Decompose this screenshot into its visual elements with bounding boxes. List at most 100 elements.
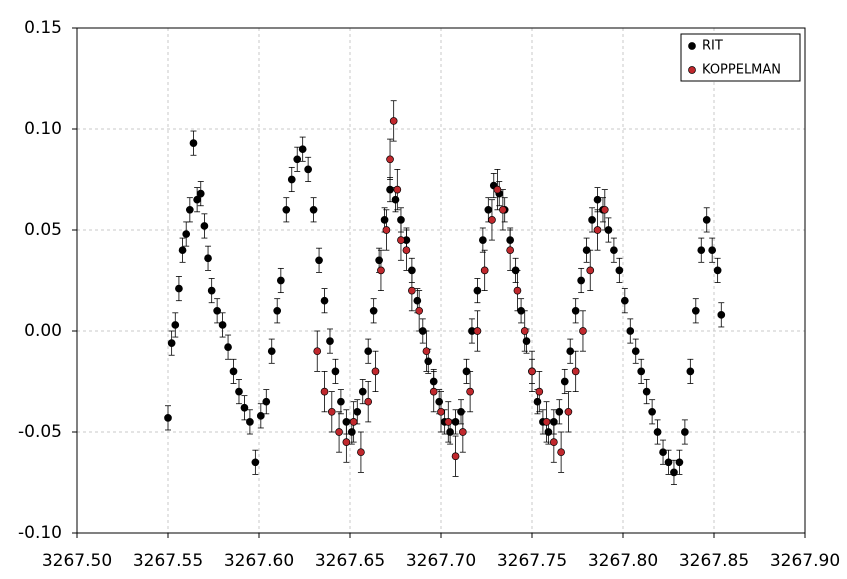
data-point <box>681 428 689 436</box>
data-point <box>364 347 373 356</box>
data-point <box>342 438 351 446</box>
data-point <box>256 411 265 420</box>
data-point <box>304 165 312 174</box>
data-point <box>631 347 640 356</box>
data-point <box>196 189 205 198</box>
data-point <box>528 367 536 376</box>
data-point <box>320 387 329 396</box>
data-point <box>522 337 531 345</box>
data-point <box>382 226 391 234</box>
data-point <box>315 256 323 265</box>
data-point <box>451 452 460 461</box>
data-point <box>422 347 431 356</box>
data-point <box>544 428 553 436</box>
data-point <box>326 337 334 345</box>
data-point <box>313 347 322 356</box>
data-point <box>520 327 529 335</box>
data-point <box>229 367 238 376</box>
data-point <box>717 310 726 319</box>
data-point <box>670 468 678 477</box>
data-point <box>298 145 307 154</box>
data-point <box>479 236 487 244</box>
data-point <box>182 230 191 238</box>
data-point <box>675 458 684 467</box>
data-point <box>246 418 254 426</box>
legend: RIT KOPPELMAN <box>680 33 801 82</box>
data-point <box>408 286 416 295</box>
x-tick-label: 3267.85 <box>679 551 749 571</box>
data-point <box>473 286 482 295</box>
data-point <box>444 418 453 426</box>
data-point <box>571 367 580 376</box>
data-point <box>337 397 345 406</box>
data-point <box>331 367 340 376</box>
data-point <box>240 403 249 412</box>
data-point <box>493 185 502 194</box>
data-point <box>555 407 564 416</box>
data-point <box>653 428 662 436</box>
data-point <box>273 306 282 315</box>
data-point <box>564 407 573 416</box>
data-point <box>364 397 373 406</box>
data-point <box>213 306 221 315</box>
data-point <box>377 266 385 275</box>
data-point <box>235 387 243 396</box>
data-point <box>386 155 394 164</box>
data-point <box>402 246 411 255</box>
data-point <box>335 428 343 436</box>
data-point <box>415 306 424 315</box>
data-point <box>357 448 365 457</box>
data-point <box>200 222 209 230</box>
data-point <box>458 428 467 436</box>
data-point <box>167 339 176 347</box>
data-point <box>708 246 717 255</box>
legend-label: KOPPELMAN <box>702 63 781 78</box>
data-point <box>664 458 673 467</box>
x-tick-label: 3267.80 <box>588 551 658 571</box>
data-point <box>473 327 482 335</box>
data-point <box>164 414 172 422</box>
data-point <box>488 216 496 224</box>
data-point <box>535 387 544 396</box>
data-point <box>560 377 569 386</box>
data-point <box>533 397 542 406</box>
data-point <box>593 226 602 234</box>
data-point <box>276 276 285 285</box>
data-point <box>287 175 296 184</box>
y-tick-label: -0.10 <box>18 523 62 543</box>
data-point <box>380 216 389 224</box>
data-point <box>371 367 380 376</box>
data-point <box>224 343 232 352</box>
data-point <box>175 284 183 293</box>
data-point <box>466 387 474 396</box>
data-point <box>480 266 489 275</box>
data-point <box>642 387 651 396</box>
data-point <box>691 306 700 315</box>
y-tick-label: 0.00 <box>24 321 62 341</box>
data-point <box>282 205 291 214</box>
legend-marker <box>688 66 696 74</box>
data-point <box>178 246 187 255</box>
y-tick-label: -0.05 <box>18 422 62 442</box>
data-point <box>327 407 336 416</box>
legend-marker <box>688 42 696 50</box>
data-point <box>702 216 711 224</box>
data-point <box>369 306 378 315</box>
data-point <box>571 306 580 315</box>
data-point <box>499 205 507 214</box>
data-point <box>429 387 438 396</box>
data-point <box>251 458 260 467</box>
data-point <box>397 236 405 244</box>
data-point <box>713 266 722 275</box>
data-point <box>446 428 454 436</box>
y-tick-label: 0.05 <box>24 220 62 240</box>
data-point <box>358 387 367 396</box>
data-point <box>577 276 585 285</box>
x-tick-label: 3267.55 <box>133 551 203 571</box>
data-point <box>557 448 565 457</box>
data-point <box>193 195 201 204</box>
data-point <box>579 327 587 335</box>
x-tick-label: 3267.70 <box>406 551 476 571</box>
data-point <box>353 407 362 416</box>
data-point <box>389 117 398 125</box>
